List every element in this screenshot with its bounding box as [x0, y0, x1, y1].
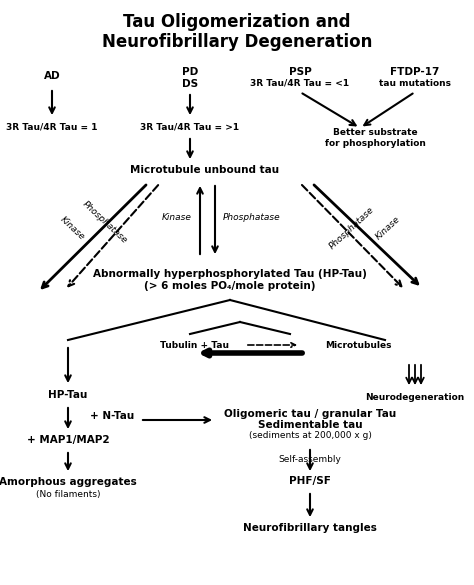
Text: FTDP-17: FTDP-17	[390, 67, 440, 77]
Text: Oligomeric tau / granular Tau: Oligomeric tau / granular Tau	[224, 409, 396, 419]
Text: Sedimentable tau: Sedimentable tau	[258, 420, 362, 430]
Text: PD: PD	[182, 67, 198, 77]
Text: (> 6 moles PO₄/mole protein): (> 6 moles PO₄/mole protein)	[144, 281, 316, 291]
Text: Microtubule unbound tau: Microtubule unbound tau	[130, 165, 280, 175]
Text: Kinase: Kinase	[58, 215, 86, 242]
Text: (No filaments): (No filaments)	[36, 490, 100, 498]
Text: 3R Tau/4R Tau = <1: 3R Tau/4R Tau = <1	[250, 78, 349, 88]
Text: Tau Oligomerization and
Neurofibrillary Degeneration: Tau Oligomerization and Neurofibrillary …	[102, 13, 372, 51]
Text: 3R Tau/4R Tau = >1: 3R Tau/4R Tau = >1	[140, 122, 239, 132]
Text: PHF/SF: PHF/SF	[289, 476, 331, 486]
Text: Self-assembly: Self-assembly	[279, 456, 341, 464]
Text: Microtubules: Microtubules	[325, 340, 392, 349]
Text: Kinase: Kinase	[374, 215, 402, 242]
Text: Phosphatase: Phosphatase	[81, 199, 129, 245]
Text: Kinase: Kinase	[162, 214, 192, 222]
Text: DS: DS	[182, 79, 198, 89]
Text: Abnormally hyperphosphorylated Tau (HP-Tau): Abnormally hyperphosphorylated Tau (HP-T…	[93, 269, 367, 279]
Text: Phosphatase: Phosphatase	[223, 214, 281, 222]
Text: 3R Tau/4R Tau = 1: 3R Tau/4R Tau = 1	[6, 122, 98, 132]
Text: + MAP1/MAP2: + MAP1/MAP2	[27, 435, 109, 445]
Text: PSP: PSP	[289, 67, 311, 77]
Text: Better substrate
for phosphorylation: Better substrate for phosphorylation	[325, 128, 426, 147]
Text: Tubulin + Tau: Tubulin + Tau	[161, 340, 229, 349]
Text: Neurofibrillary tangles: Neurofibrillary tangles	[243, 523, 377, 533]
Text: + N-Tau: + N-Tau	[90, 411, 134, 421]
Text: Neurodegeneration: Neurodegeneration	[365, 393, 465, 401]
Text: HP-Tau: HP-Tau	[48, 390, 88, 400]
Text: AD: AD	[44, 71, 60, 81]
Text: tau mutations: tau mutations	[379, 78, 451, 88]
Text: Phosphatase: Phosphatase	[328, 205, 376, 251]
Text: Amorphous aggregates: Amorphous aggregates	[0, 477, 137, 487]
Text: (sediments at 200,000 x g): (sediments at 200,000 x g)	[248, 432, 372, 441]
